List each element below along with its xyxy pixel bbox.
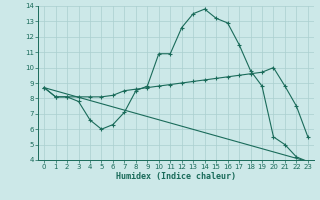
X-axis label: Humidex (Indice chaleur): Humidex (Indice chaleur) (116, 172, 236, 181)
